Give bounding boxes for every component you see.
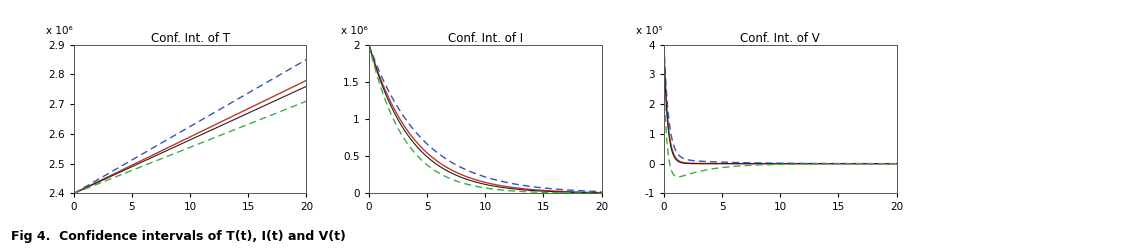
Text: x 10⁵: x 10⁵ — [636, 26, 663, 36]
Text: Fig 4.  Confidence intervals of T(t), I(t) and V(t): Fig 4. Confidence intervals of T(t), I(t… — [11, 230, 346, 243]
Text: x 10⁶: x 10⁶ — [340, 26, 368, 36]
Title: Conf. Int. of I: Conf. Int. of I — [447, 32, 523, 45]
Title: Conf. Int. of V: Conf. Int. of V — [740, 32, 821, 45]
Title: Conf. Int. of T: Conf. Int. of T — [151, 32, 229, 45]
Text: x 10⁶: x 10⁶ — [45, 26, 73, 36]
